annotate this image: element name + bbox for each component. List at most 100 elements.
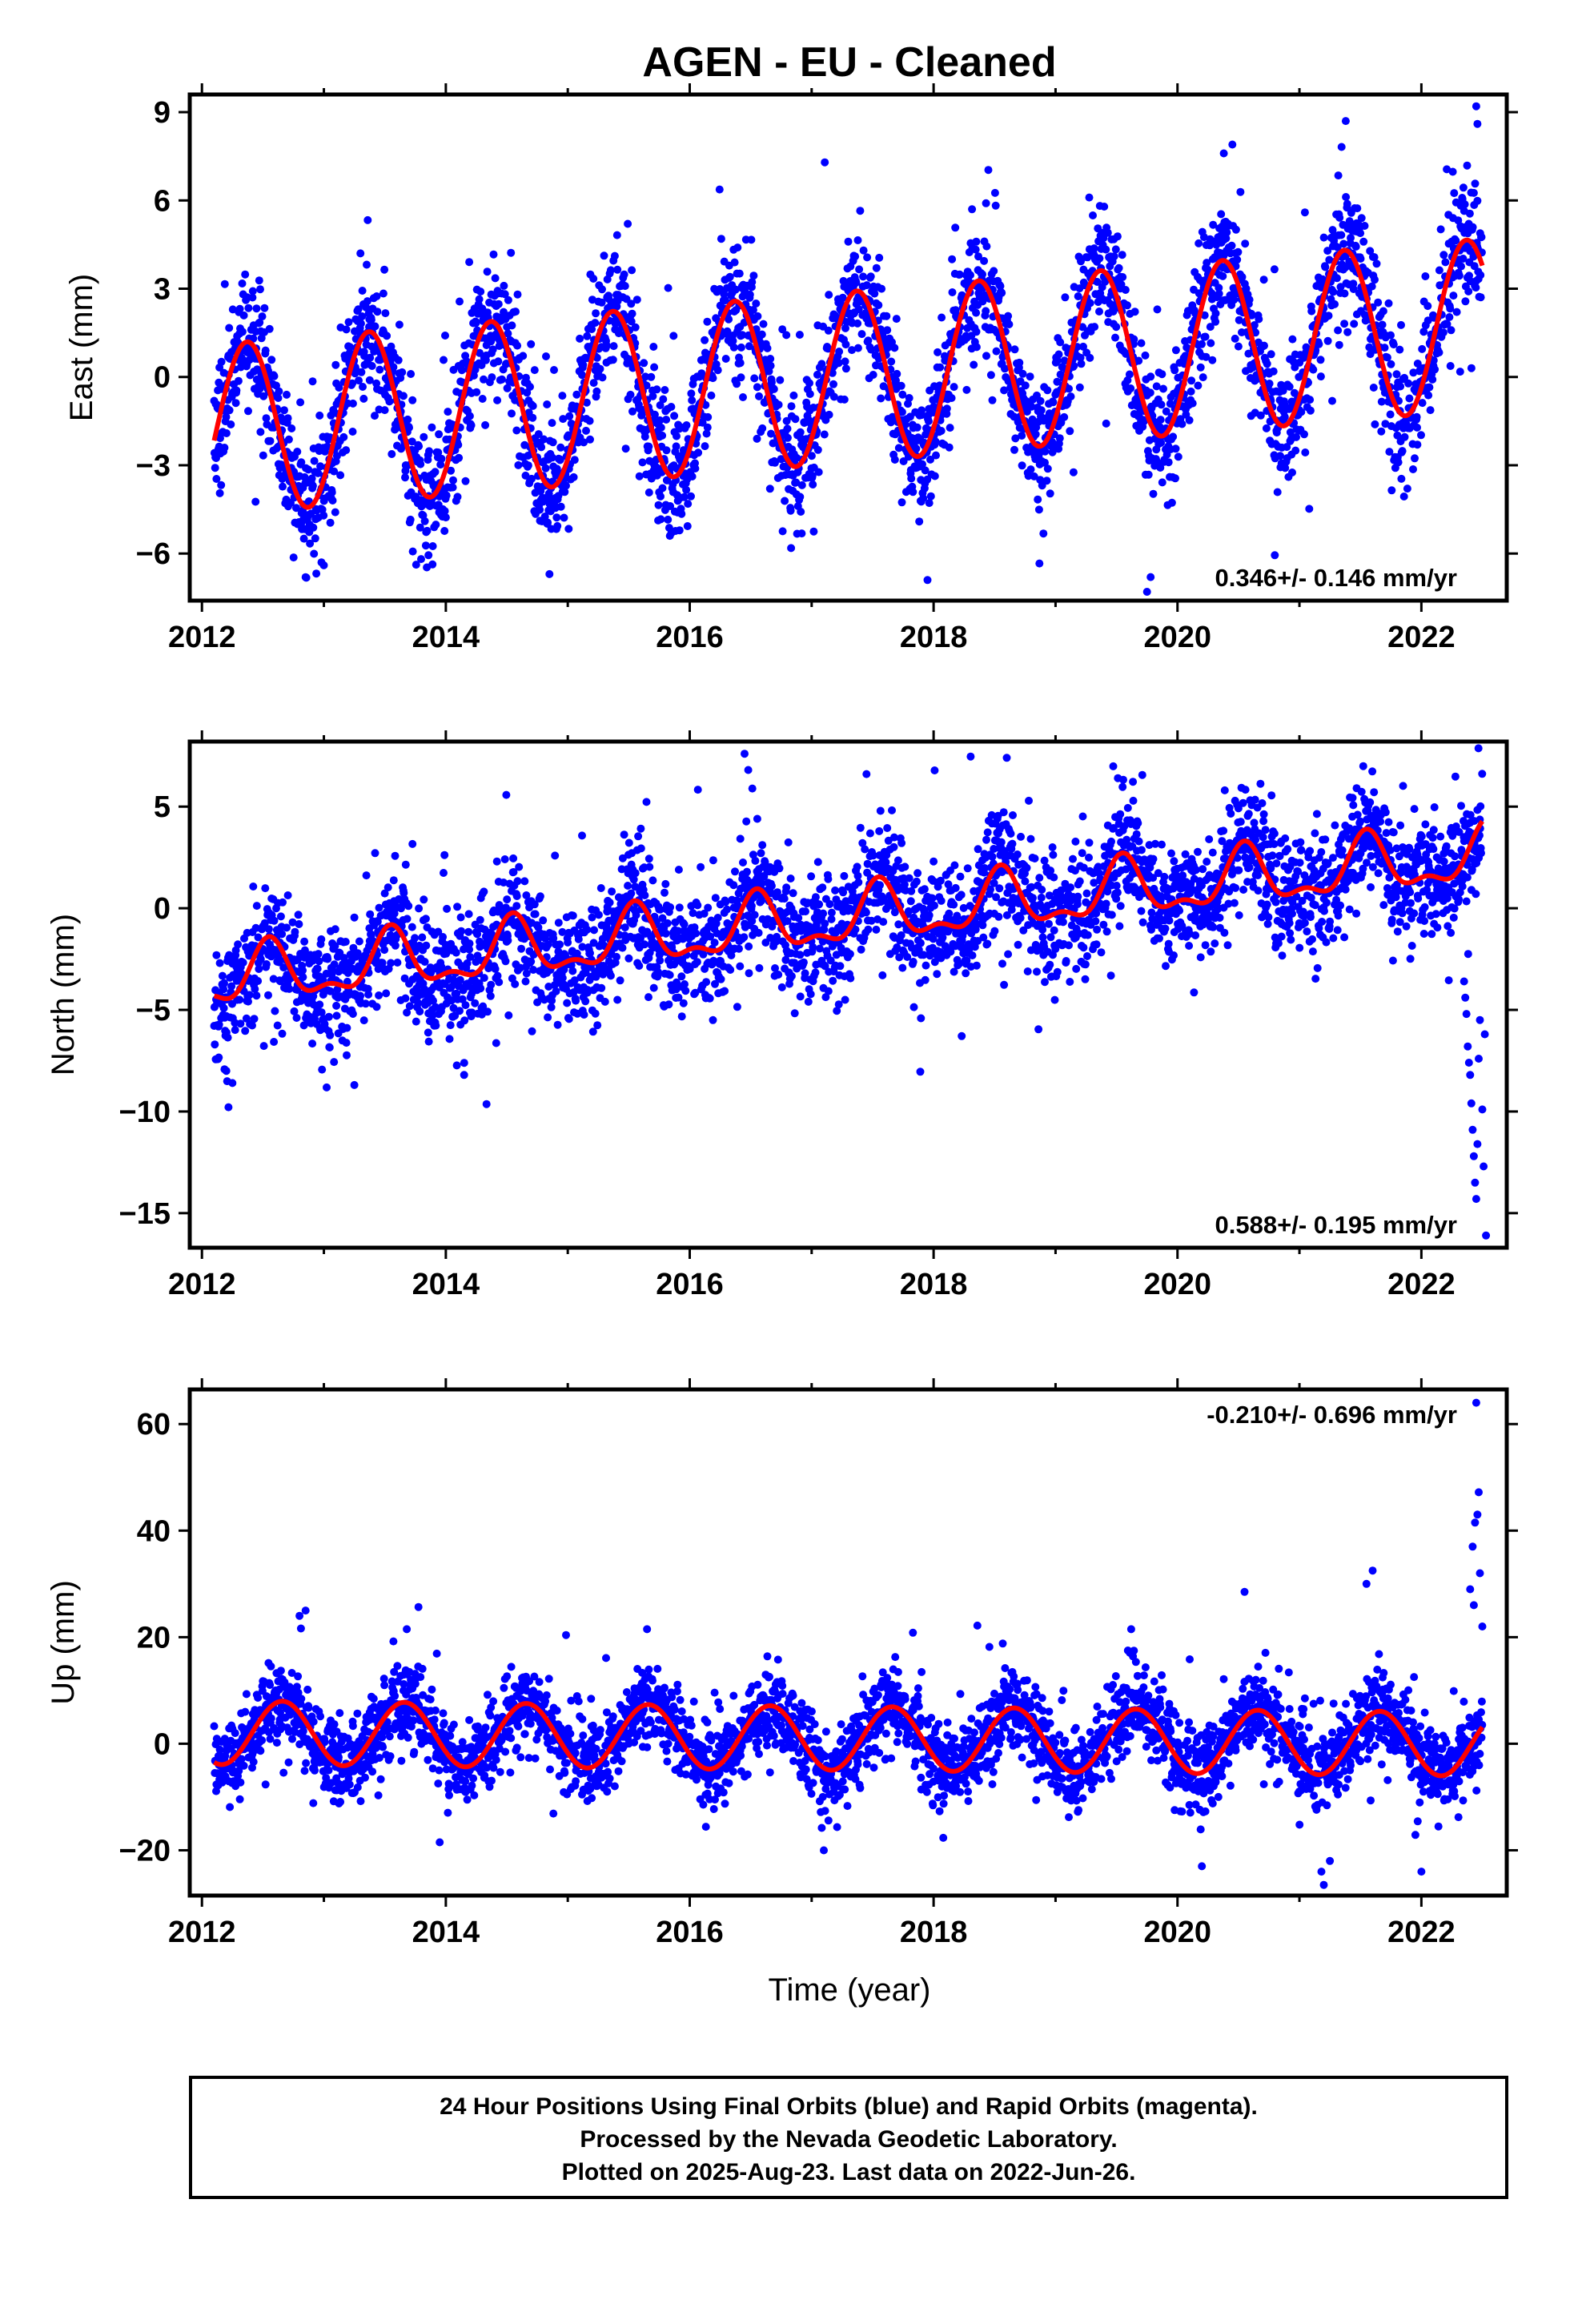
- data-point: [1114, 263, 1123, 272]
- data-point: [1157, 438, 1166, 447]
- data-point: [418, 933, 427, 942]
- data-point: [677, 972, 686, 981]
- data-point: [416, 460, 425, 468]
- data-point: [1010, 445, 1018, 454]
- data-point: [297, 458, 306, 467]
- data-point: [1315, 340, 1323, 348]
- data-point: [543, 400, 552, 408]
- data-point: [336, 471, 345, 480]
- data-point: [323, 442, 331, 451]
- data-point: [401, 473, 409, 482]
- data-point: [464, 927, 473, 936]
- data-point: [1343, 199, 1351, 208]
- data-point: [239, 311, 248, 320]
- data-point: [325, 1043, 334, 1051]
- data-point: [1018, 369, 1027, 378]
- data-point: [711, 894, 720, 903]
- data-point: [787, 544, 796, 553]
- data-point: [1467, 364, 1476, 372]
- data-point: [1100, 203, 1109, 211]
- data-point: [259, 451, 267, 460]
- data-point: [675, 526, 684, 535]
- data-point: [1413, 360, 1422, 368]
- data-point: [1263, 360, 1271, 368]
- data-point: [628, 266, 636, 275]
- data-point: [789, 889, 797, 898]
- data-point: [482, 1100, 491, 1108]
- data-point: [278, 1029, 287, 1038]
- data-point: [674, 866, 683, 874]
- data-point: [256, 285, 264, 294]
- data-point: [1383, 353, 1391, 362]
- data-point: [564, 1015, 573, 1023]
- data-point: [937, 427, 946, 435]
- data-point: [324, 1012, 333, 1021]
- data-point: [825, 291, 833, 300]
- data-point: [1324, 312, 1333, 320]
- data-point: [1260, 341, 1268, 350]
- data-point: [306, 539, 315, 548]
- data-point: [1049, 398, 1058, 407]
- data-point: [926, 455, 934, 464]
- data-point: [255, 318, 264, 327]
- data-point: [771, 458, 779, 467]
- data-point: [371, 322, 379, 331]
- data-point: [449, 476, 457, 485]
- data-point: [801, 907, 809, 916]
- data-point: [853, 236, 862, 244]
- x-tick-label: 2020: [1143, 621, 1211, 654]
- data-point: [948, 288, 957, 296]
- data-point: [682, 485, 691, 494]
- data-point: [486, 991, 495, 1000]
- data-point: [736, 359, 745, 368]
- data-point: [835, 348, 844, 356]
- data-point: [1054, 350, 1063, 359]
- data-point: [1360, 222, 1369, 230]
- data-point: [217, 357, 226, 366]
- data-point: [582, 398, 591, 407]
- data-point: [898, 390, 907, 399]
- data-point: [232, 386, 241, 395]
- data-point: [484, 1007, 492, 1016]
- data-point: [562, 481, 570, 490]
- data-point: [775, 864, 784, 873]
- data-point: [731, 285, 740, 294]
- data-point: [593, 1021, 602, 1030]
- data-point: [715, 185, 724, 194]
- data-point: [389, 876, 398, 885]
- data-point: [1403, 485, 1411, 493]
- data-point: [739, 858, 747, 866]
- data-point: [664, 515, 673, 524]
- data-point: [355, 937, 363, 946]
- data-point: [656, 401, 665, 409]
- data-point: [688, 396, 697, 404]
- data-point: [1418, 344, 1427, 353]
- y-tick-label: 0: [154, 361, 171, 395]
- data-point: [610, 251, 619, 260]
- data-point: [231, 1026, 239, 1035]
- data-point: [1334, 171, 1343, 180]
- data-point: [730, 258, 739, 267]
- data-point: [456, 975, 464, 984]
- data-point: [363, 297, 371, 306]
- data-point: [453, 493, 462, 501]
- data-point: [1271, 551, 1279, 560]
- data-point: [809, 480, 817, 489]
- data-point: [663, 476, 672, 485]
- data-point: [508, 321, 516, 330]
- data-point: [647, 372, 656, 381]
- data-point: [431, 1003, 440, 1011]
- data-point: [869, 371, 877, 379]
- data-point: [447, 466, 456, 475]
- data-point: [1004, 312, 1013, 320]
- data-point: [473, 930, 482, 939]
- data-point: [1015, 358, 1024, 367]
- data-point: [367, 362, 376, 370]
- data-point: [394, 356, 403, 364]
- data-point: [723, 905, 731, 914]
- data-point: [404, 415, 412, 424]
- data-point: [357, 368, 366, 376]
- data-point: [747, 902, 756, 911]
- data-point: [680, 493, 689, 501]
- data-point: [439, 933, 448, 941]
